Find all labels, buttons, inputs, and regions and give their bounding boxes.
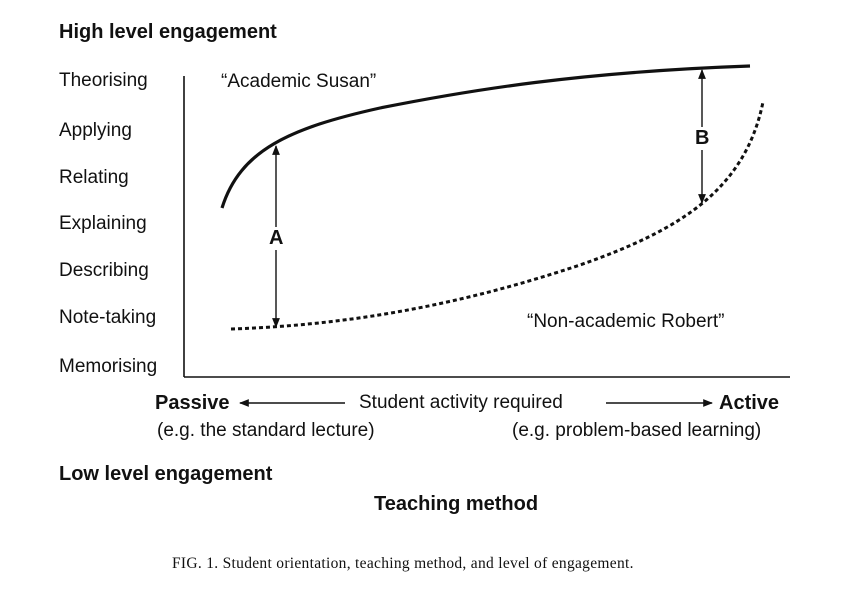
high-engagement-heading: High level engagement xyxy=(59,21,277,43)
level-memorising: Memorising xyxy=(59,356,158,377)
active-label: Active xyxy=(719,392,780,414)
passive-label: Passive xyxy=(155,392,230,414)
level-explaining: Explaining xyxy=(59,213,147,234)
level-describing: Describing xyxy=(59,260,149,281)
level-theorising: Theorising xyxy=(59,70,148,91)
gap-a-label: A xyxy=(268,227,285,250)
low-engagement-heading: Low level engagement xyxy=(59,463,273,485)
academic-susan-label: “Academic Susan” xyxy=(221,71,377,92)
level-applying: Applying xyxy=(59,120,132,141)
non-academic-robert-label: “Non-academic Robert” xyxy=(527,311,725,332)
student-activity-label: Student activity required xyxy=(359,392,563,413)
teaching-method-title: Teaching method xyxy=(374,493,539,515)
academic-susan-curve xyxy=(220,64,751,209)
non-academic-robert-curve xyxy=(230,101,765,331)
gap-b-label: B xyxy=(694,127,711,150)
standard-lecture-example: (e.g. the standard lecture) xyxy=(157,420,375,441)
level-relating: Relating xyxy=(59,167,129,188)
problem-based-learning-example: (e.g. problem-based learning) xyxy=(512,420,762,441)
figure-caption: FIG. 1. Student orientation, teaching me… xyxy=(172,555,634,572)
level-note-taking: Note-taking xyxy=(59,307,157,328)
